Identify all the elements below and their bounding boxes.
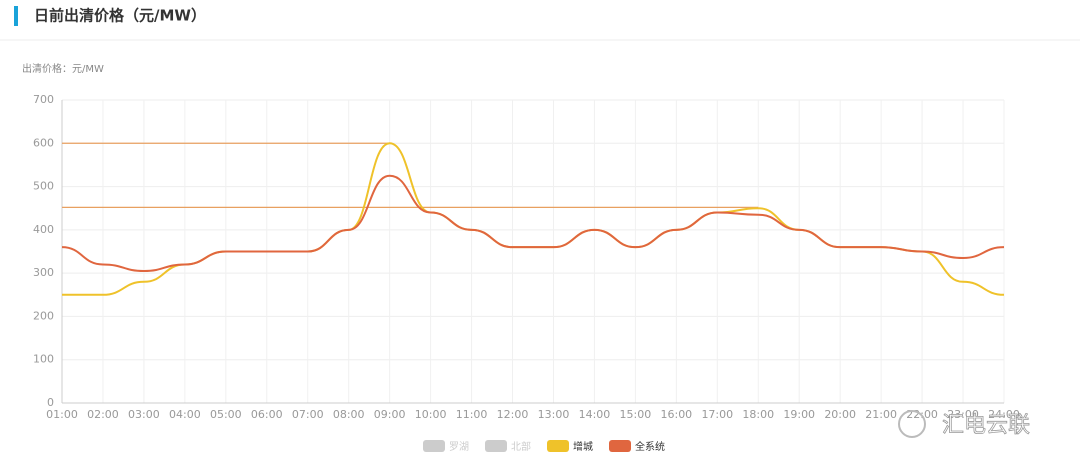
x-tick-label: 14:00 (579, 408, 611, 421)
watermark-icon (898, 410, 926, 438)
legend-label: 全系统 (635, 440, 665, 453)
y-tick-label: 500 (33, 180, 54, 193)
x-tick-label: 07:00 (292, 408, 324, 421)
y-tick-label: 100 (33, 353, 54, 366)
y-tick-label: 0 (47, 396, 54, 409)
x-tick-label: 17:00 (701, 408, 733, 421)
y-axis-label: 出清价格：元/MW (22, 62, 104, 75)
x-tick-label: 18:00 (742, 408, 774, 421)
x-tick-label: 01:00 (46, 408, 78, 421)
y-tick-label: 200 (33, 309, 54, 322)
x-tick-label: 09:00 (374, 408, 406, 421)
x-tick-label: 06:00 (251, 408, 283, 421)
x-tick-label: 10:00 (415, 408, 447, 421)
x-tick-label: 19:00 (783, 408, 815, 421)
legend-label: 罗湖 (449, 441, 469, 453)
watermark-text: 汇电云联 (942, 413, 1030, 438)
x-tick-label: 15:00 (620, 408, 652, 421)
legend-label: 增城 (573, 440, 593, 453)
y-tick-label: 400 (33, 223, 54, 236)
title-accent (14, 6, 18, 26)
x-tick-label: 05:00 (210, 408, 242, 421)
x-tick-label: 21:00 (865, 408, 897, 421)
legend-swatch (485, 440, 507, 452)
x-tick-label: 20:00 (824, 408, 856, 421)
x-tick-label: 04:00 (169, 408, 201, 421)
legend-swatch (609, 440, 631, 452)
x-tick-label: 11:00 (456, 408, 488, 421)
legend-label: 北部 (511, 440, 531, 453)
line-series (61, 142, 1005, 296)
y-tick-label: 700 (33, 93, 54, 106)
legend-swatch (547, 440, 569, 452)
x-tick-label: 08:00 (333, 408, 365, 421)
x-tick-label: 16:00 (660, 408, 692, 421)
y-tick-label: 300 (33, 266, 54, 279)
y-tick-label: 600 (33, 136, 54, 149)
x-tick-label: 12:00 (497, 408, 529, 421)
x-tick-label: 02:00 (87, 408, 119, 421)
page-title: 日前出清价格（元/MW） (34, 7, 206, 25)
watermark: 汇电云联 (898, 410, 1030, 438)
x-tick-label: 23:00 (947, 408, 979, 421)
x-tick-label: 03:00 (128, 408, 160, 421)
legend-swatch (423, 440, 445, 452)
x-tick-label: 13:00 (538, 408, 570, 421)
x-tick-label: 24:00 (988, 408, 1020, 421)
line-series (61, 174, 1005, 272)
